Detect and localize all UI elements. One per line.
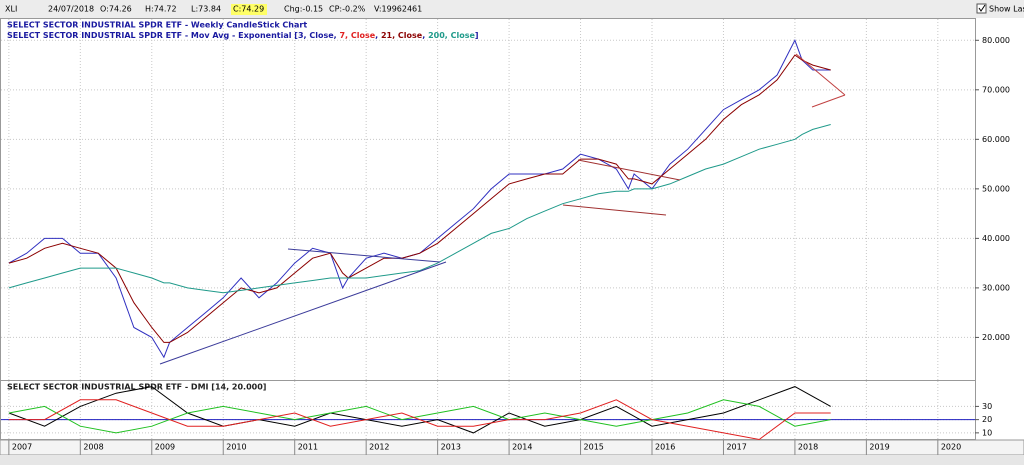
y-tick-label: 80.000 bbox=[982, 36, 1010, 45]
subtitle-part: 21, Close bbox=[381, 31, 423, 40]
change: Chg:-0.15 bbox=[284, 5, 323, 14]
trend-line bbox=[562, 204, 667, 216]
trend-line bbox=[159, 261, 447, 365]
volume: V:19962461 bbox=[374, 5, 422, 14]
show-last-checkbox[interactable] bbox=[976, 3, 987, 14]
show-last-label[interactable]: Show Last bbox=[989, 5, 1024, 14]
y-tick-label: 20 bbox=[982, 415, 992, 424]
trend-line bbox=[577, 159, 681, 181]
x-tick-label: 2018 bbox=[798, 443, 818, 452]
series-line bbox=[8, 124, 831, 294]
series-line bbox=[8, 386, 831, 434]
subtitle-part: SELECT SECTOR INDUSTRIAL SPDR ETF - Mov … bbox=[7, 31, 298, 40]
close: C:74.29 bbox=[233, 5, 264, 14]
x-tick-label: 2007 bbox=[12, 443, 32, 452]
x-tick-label: 2013 bbox=[441, 443, 461, 452]
close-highlight bbox=[231, 4, 267, 15]
open: O:74.26 bbox=[100, 5, 132, 14]
x-tick-label: 2011 bbox=[298, 443, 318, 452]
x-tick-label: 2010 bbox=[226, 443, 246, 452]
panel-title: SELECT SECTOR INDUSTRIAL SPDR ETF - Week… bbox=[7, 21, 307, 30]
y-tick-label: 40.000 bbox=[982, 234, 1010, 243]
x-tick-label: 2017 bbox=[726, 443, 746, 452]
trend-line bbox=[795, 53, 846, 96]
y-tick-label: 30 bbox=[982, 402, 992, 411]
panel-subtitle: SELECT SECTOR INDUSTRIAL SPDR ETF - Mov … bbox=[7, 31, 479, 40]
x-tick-label: 2019 bbox=[869, 443, 889, 452]
x-tick-label: 2015 bbox=[584, 443, 604, 452]
y-tick-label: 70.000 bbox=[982, 85, 1010, 94]
x-tick-label: 2012 bbox=[369, 443, 389, 452]
subtitle-part: , bbox=[375, 31, 381, 40]
x-tick-label: 2020 bbox=[941, 443, 961, 452]
subtitle-part: ] bbox=[475, 31, 479, 40]
y-tick-label: 10 bbox=[982, 428, 992, 437]
subtitle-part: 3, Close bbox=[298, 31, 334, 40]
series-line bbox=[8, 54, 831, 343]
price-panel bbox=[0, 18, 976, 381]
dmi-panel bbox=[0, 380, 976, 440]
subtitle-part: , bbox=[422, 31, 428, 40]
y-tick-label: 60.000 bbox=[982, 135, 1010, 144]
panel-title: SELECT SECTOR INDUSTRIAL SPDR ETF - DMI … bbox=[7, 383, 266, 392]
series-line bbox=[8, 399, 831, 434]
trend-line bbox=[287, 248, 441, 263]
x-tick-label: 2009 bbox=[155, 443, 175, 452]
x-tick-label: 2008 bbox=[83, 443, 103, 452]
x-tick-label: 2014 bbox=[512, 443, 532, 452]
series-line bbox=[8, 399, 831, 441]
symbol: XLI bbox=[5, 5, 17, 14]
y-tick-label: 30.000 bbox=[982, 283, 1010, 292]
trend-lines bbox=[159, 53, 846, 365]
subtitle-part: 7, Close bbox=[339, 31, 375, 40]
checkmark bbox=[978, 4, 986, 12]
change-pct: CP:-0.2% bbox=[329, 5, 366, 14]
trend-line bbox=[811, 94, 846, 108]
y-tick-label: 20.000 bbox=[982, 333, 1010, 342]
scrollbar[interactable] bbox=[0, 455, 1024, 465]
y-tick-label: 50.000 bbox=[982, 184, 1010, 193]
date: 24/07/2018 bbox=[48, 5, 94, 14]
subtitle-part: 200, Close bbox=[428, 31, 475, 40]
subtitle-part: , bbox=[334, 31, 340, 40]
x-tick-label: 2016 bbox=[655, 443, 675, 452]
high: H:74.72 bbox=[145, 5, 177, 14]
low: L:73.84 bbox=[191, 5, 221, 14]
